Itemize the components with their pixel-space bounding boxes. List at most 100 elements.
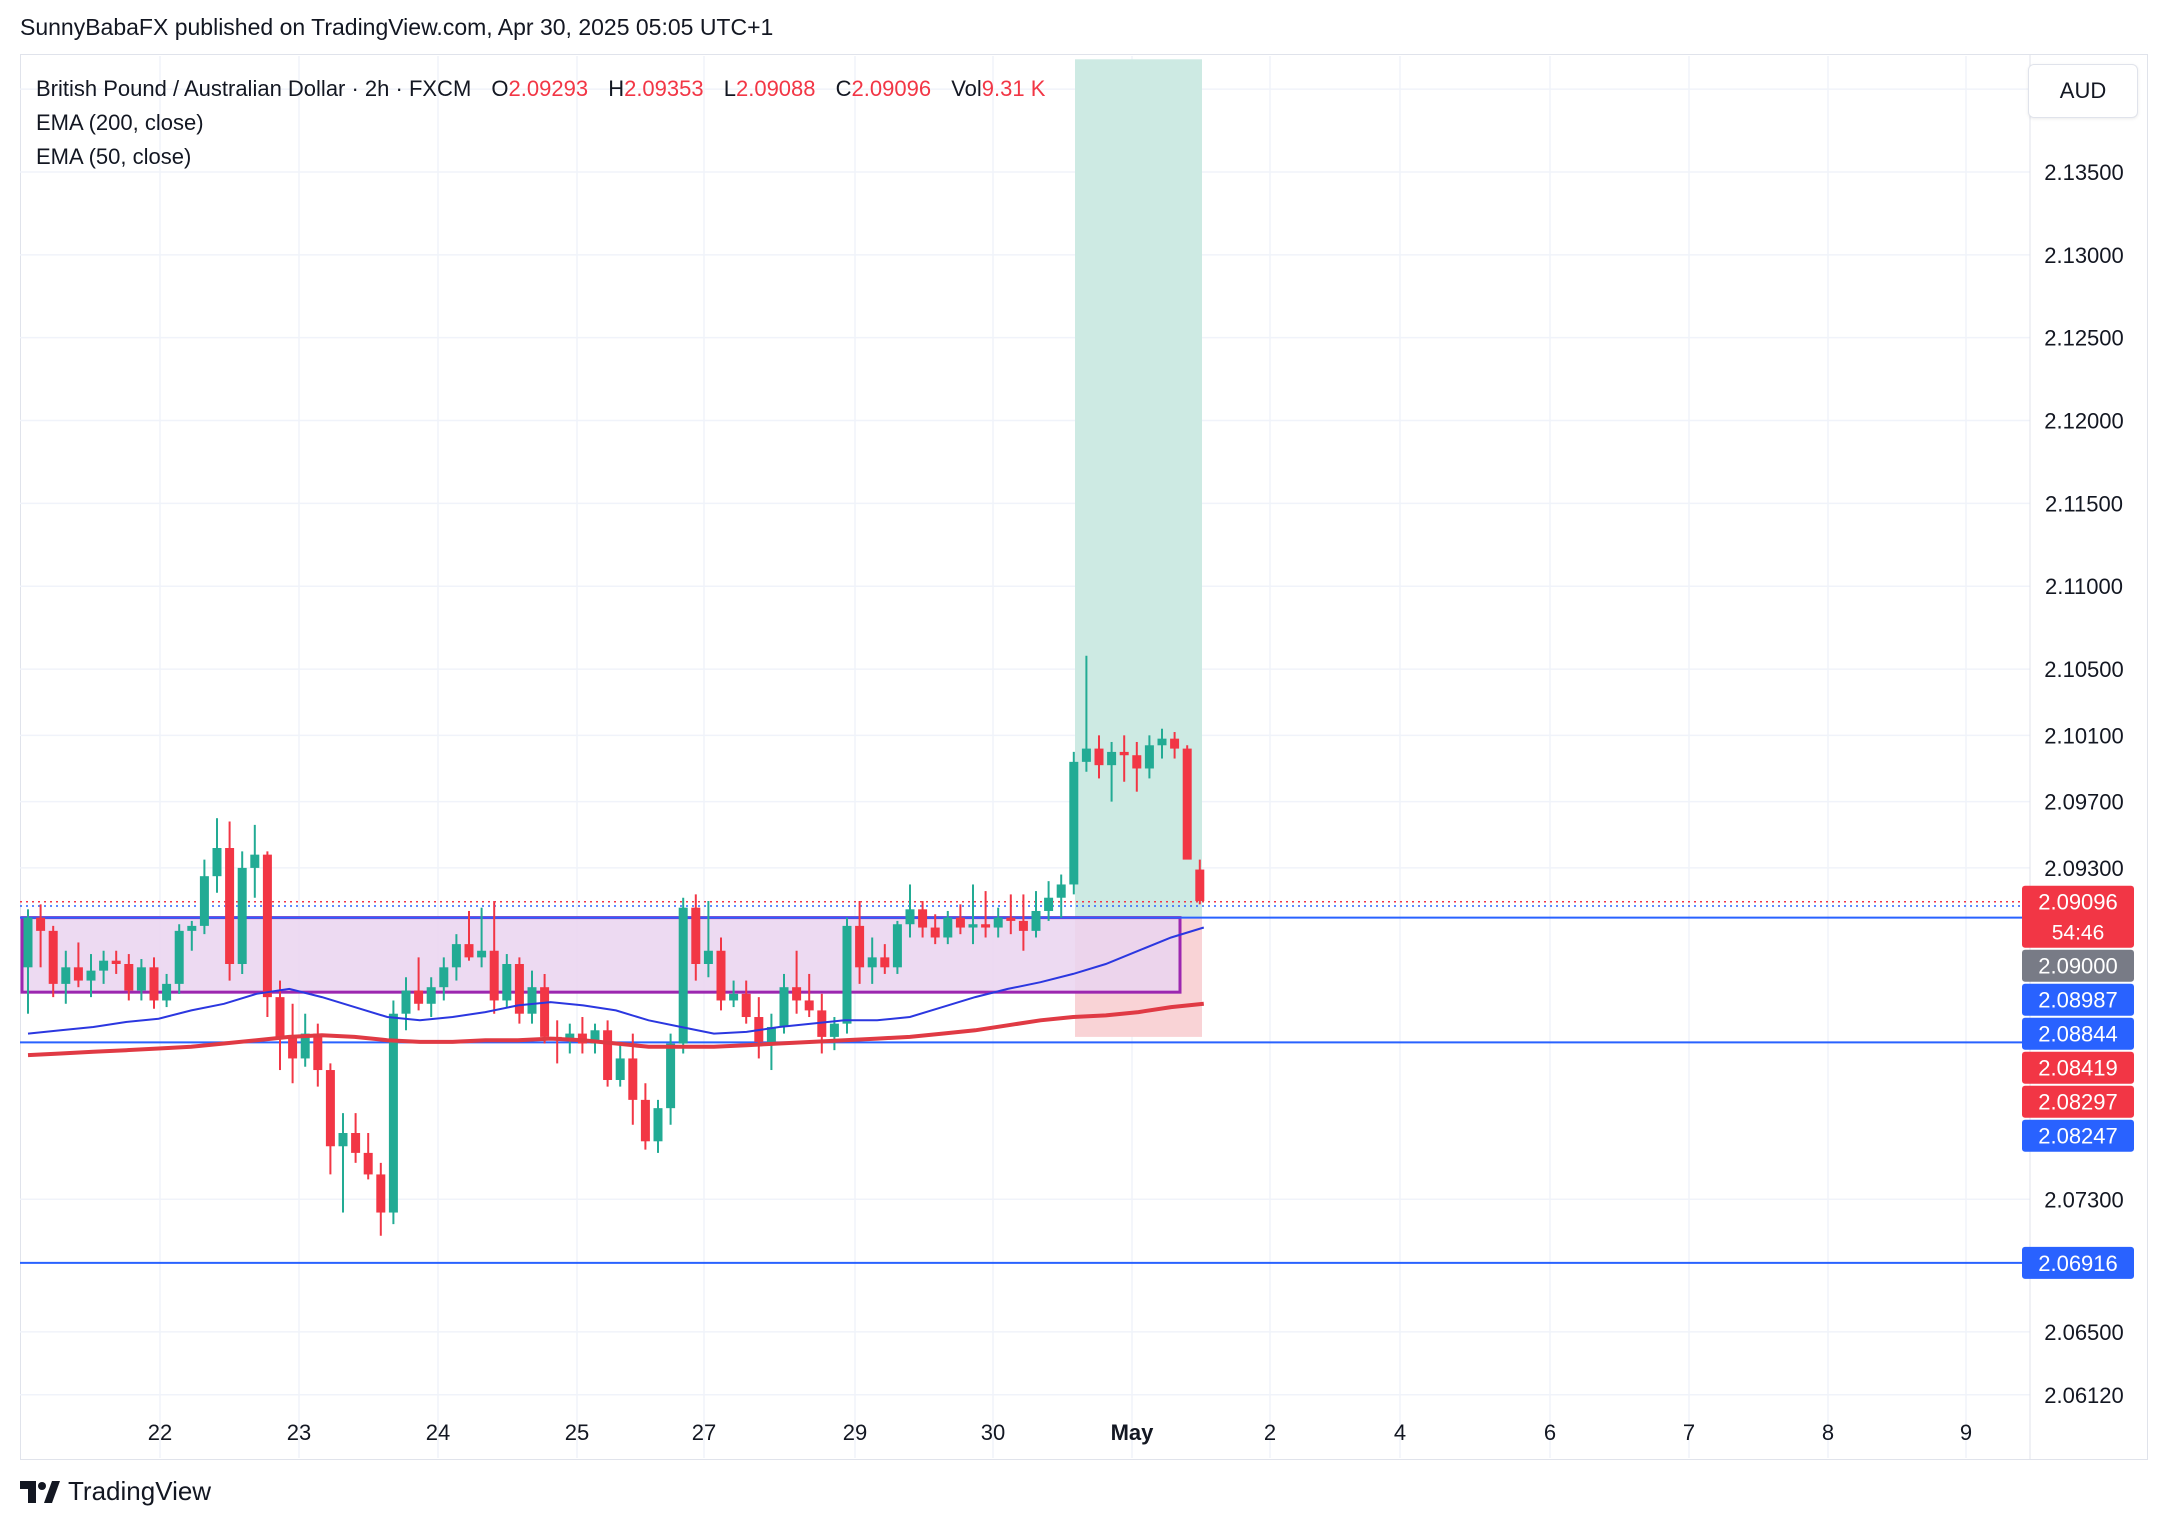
candle-body: [149, 967, 159, 1001]
candle: [729, 980, 739, 1008]
candle: [338, 1113, 348, 1213]
candle-body: [678, 907, 688, 1044]
candle-body: [174, 930, 184, 984]
price-label-bg: [2022, 1119, 2134, 1152]
candle: [842, 917, 852, 1034]
candle: [527, 970, 537, 1024]
candle-body: [1081, 748, 1091, 762]
time-tick-label: 29: [843, 1420, 867, 1445]
candle-body: [23, 917, 33, 968]
price-label-2.09000: 2.09000: [2022, 949, 2134, 982]
candle-body: [1094, 748, 1104, 766]
chart-legend: British Pound / Australian Dollar · 2h ·…: [36, 72, 1045, 174]
price-tick-label: 2.06120: [2044, 1383, 2124, 1408]
time-tick-label: 30: [981, 1420, 1005, 1445]
candle: [325, 1063, 335, 1175]
candle-body: [288, 1036, 298, 1059]
candle-body: [792, 987, 802, 1001]
open-value: 2.09293: [508, 76, 589, 101]
candle-body: [930, 927, 940, 938]
candle: [792, 950, 802, 1014]
candle: [804, 973, 814, 1018]
candle-body: [955, 917, 965, 928]
candle: [1119, 735, 1129, 782]
candle: [981, 891, 991, 938]
candle-body: [892, 924, 902, 968]
candle: [502, 954, 512, 1008]
candle-body: [716, 950, 726, 1001]
candle-body: [36, 917, 46, 931]
candle: [48, 925, 58, 998]
candle: [363, 1133, 373, 1180]
price-tick-label: 2.09300: [2044, 856, 2124, 881]
ema50-legend[interactable]: EMA (50, close): [36, 144, 192, 169]
candle-body: [439, 967, 449, 988]
candle-body: [1144, 745, 1154, 769]
candle: [1157, 728, 1167, 759]
price-label-text: 2.09096: [2038, 890, 2118, 915]
tradingview-logo[interactable]: TradingView: [20, 1476, 211, 1507]
time-tick-label: 2: [1264, 1420, 1276, 1445]
candle-body: [741, 993, 751, 1018]
price-label-2.09096: 2.09096 54:46: [2022, 885, 2134, 948]
candle: [892, 920, 902, 974]
candle: [174, 924, 184, 994]
time-axis: 22 23 24 25 27 29 30 May 2 4 6 7 8 9: [148, 1420, 1972, 1445]
price-tick-label: 2.11500: [2045, 491, 2123, 516]
candle: [678, 897, 688, 1054]
candle-body: [162, 983, 172, 1001]
chart-grid: [20, 56, 2030, 1458]
candle: [703, 901, 713, 978]
price-tick-label: 2.10500: [2044, 657, 2124, 682]
chart-frame[interactable]: [20, 54, 2148, 1460]
candle-body: [666, 1043, 676, 1109]
candle-body: [61, 967, 71, 984]
candle-body: [565, 1033, 575, 1041]
symbol-title[interactable]: British Pound / Australian Dollar · 2h ·…: [36, 76, 472, 101]
candle-body: [464, 944, 474, 958]
candle-body: [325, 1070, 335, 1147]
time-tick-label: 4: [1394, 1420, 1406, 1445]
price-label-2.08844: 2.08844: [2022, 1017, 2134, 1050]
candle: [86, 954, 96, 998]
price-label-text: 2.08419: [2038, 1056, 2118, 1081]
candle: [817, 993, 827, 1054]
candles: [23, 655, 1205, 1236]
tradingview-logo-icon: [20, 1480, 60, 1503]
candle: [1031, 891, 1041, 938]
ema200-legend[interactable]: EMA (200, close): [36, 110, 204, 135]
candle: [99, 950, 109, 984]
price-label-2.08247: 2.08247: [2022, 1119, 2134, 1152]
candle-body: [1170, 738, 1180, 749]
candle: [930, 914, 940, 945]
candle: [766, 1013, 776, 1071]
candle-body: [615, 1058, 625, 1080]
price-tick-label: 2.12500: [2044, 326, 2124, 351]
candle: [439, 957, 449, 1001]
candle-body: [237, 867, 247, 964]
candle: [1069, 751, 1079, 895]
symbol-legend-row[interactable]: British Pound / Australian Dollar · 2h ·…: [36, 72, 1045, 106]
candle-body: [1157, 738, 1167, 746]
time-tick-label: 7: [1683, 1420, 1695, 1445]
candle: [288, 1003, 298, 1084]
time-tick-label: 24: [426, 1420, 450, 1445]
candle-body: [540, 987, 550, 1037]
candle: [691, 894, 701, 981]
candle: [187, 920, 197, 951]
demand-zone: [20, 916, 1182, 994]
candle-body: [628, 1058, 638, 1100]
currency-button[interactable]: AUD: [2028, 64, 2138, 118]
candle: [918, 901, 928, 938]
candle: [124, 954, 134, 1001]
time-tick-label: 27: [692, 1420, 716, 1445]
candle: [199, 859, 209, 935]
candle: [489, 901, 499, 1014]
candle-body: [124, 964, 134, 991]
high-value: 2.09353: [624, 76, 704, 101]
candle-body: [968, 924, 978, 928]
candle: [993, 907, 1003, 938]
candle-body: [1107, 751, 1117, 766]
price-label-bg: [2022, 983, 2134, 1016]
